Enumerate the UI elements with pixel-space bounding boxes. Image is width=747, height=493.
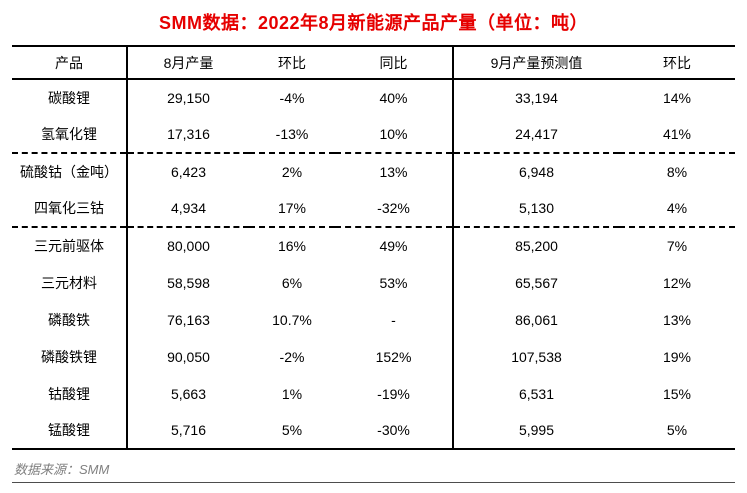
data-source-label: 数据来源：SMM	[14, 462, 110, 477]
table-row: 三元前驱体 80,000 16% 49% 85,200 7%	[12, 227, 735, 264]
table-row: 磷酸铁锂 90,050 -2% 152% 107,538 19%	[12, 338, 735, 375]
value-cell: 7%	[666, 238, 688, 254]
value-cell: -13%	[249, 116, 335, 154]
value-cell: 90,050	[167, 348, 210, 365]
value-cell: 49%	[335, 227, 454, 264]
column-header: 环比	[249, 46, 335, 80]
product-name-cell: 碳酸锂	[12, 79, 128, 116]
value-cell: 17%	[249, 190, 335, 228]
value-cell: 65,567	[515, 274, 558, 291]
column-header: 同比	[335, 46, 454, 80]
value-cell: 19%	[662, 348, 692, 365]
value-cell: 33,194	[515, 90, 558, 106]
value-cell: 2%	[281, 164, 303, 180]
value-cell: 85,200	[515, 238, 558, 254]
value-cell: -4%	[279, 90, 305, 106]
product-name-cell: 磷酸铁	[12, 301, 128, 338]
product-name-cell: 氢氧化锂	[12, 116, 128, 154]
table-row: 锰酸锂 5,716 5% -30% 5,995 5%	[12, 412, 735, 449]
bottom-divider	[12, 482, 735, 483]
value-cell: 16%	[277, 238, 307, 254]
value-cell: 41%	[619, 116, 735, 154]
table-body: 碳酸锂 29,150 -4% 40% 33,194 14% 氢氧化锂 17,316 -13% 10…	[12, 79, 735, 449]
value-cell: -	[335, 301, 454, 338]
value-cell: -19%	[335, 375, 454, 412]
value-cell: 24,417	[453, 116, 619, 154]
product-name-cell: 三元材料	[12, 264, 128, 301]
value-cell: 14%	[662, 90, 692, 106]
value-cell: 10.7%	[272, 311, 312, 328]
value-cell: 6,531	[518, 385, 555, 402]
value-cell: 5,716	[170, 422, 207, 438]
value-cell: 17,316	[127, 116, 249, 154]
value-cell: 6,948	[518, 164, 555, 180]
value-cell: 86,061	[515, 311, 558, 328]
value-cell: 80,000	[167, 238, 210, 254]
value-cell: 53%	[335, 264, 454, 301]
column-header: 环比	[619, 46, 735, 80]
table-header: 产品 8月产量 环比 同比 9月产量预测值 环比	[12, 46, 735, 80]
product-name-cell: 钴酸锂	[12, 375, 128, 412]
value-cell: 13%	[662, 311, 692, 328]
value-cell: 76,163	[167, 311, 210, 328]
value-cell: -2%	[279, 348, 305, 365]
value-cell: 6,423	[170, 164, 207, 180]
value-cell: 152%	[335, 338, 454, 375]
value-cell: 12%	[662, 274, 692, 291]
table-row: 三元材料 58,598 6% 53% 65,567 12%	[12, 264, 735, 301]
value-cell: 15%	[662, 385, 692, 402]
table-row: 硫酸钴（金吨） 6,423 2% 13% 6,948 8%	[12, 153, 735, 190]
value-cell: 5%	[281, 422, 303, 438]
value-cell: 40%	[335, 79, 454, 116]
table-row: 四氧化三钴 4,934 17% -32% 5,130 4%	[12, 190, 735, 228]
value-cell: 29,150	[167, 90, 210, 106]
value-cell: 13%	[335, 153, 454, 190]
product-name-cell: 磷酸铁锂	[12, 338, 128, 375]
table-row: 氢氧化锂 17,316 -13% 10% 24,417 41%	[12, 116, 735, 154]
page-title: SMM数据：2022年8月新能源产品产量（单位：吨）	[158, 13, 589, 33]
value-cell: 8%	[666, 164, 688, 180]
value-cell: 10%	[335, 116, 454, 154]
value-cell: -30%	[335, 412, 454, 449]
value-cell: 5%	[666, 422, 688, 438]
value-cell: 58,598	[167, 274, 210, 291]
product-name-cell: 硫酸钴（金吨）	[12, 153, 128, 190]
value-cell: 4%	[619, 190, 735, 228]
table-row: 磷酸铁 76,163 10.7% - 86,061 13%	[12, 301, 735, 338]
product-name-cell: 四氧化三钴	[12, 190, 128, 228]
value-cell: 5,663	[170, 385, 207, 402]
column-header: 产品	[12, 46, 128, 80]
column-header: 8月产量	[127, 46, 249, 80]
value-cell: 6%	[281, 274, 303, 291]
value-cell: -32%	[335, 190, 454, 228]
column-header: 9月产量预测值	[453, 46, 619, 80]
value-cell: 107,538	[511, 348, 562, 365]
product-name-cell: 锰酸锂	[12, 412, 128, 449]
value-cell: 5,995	[518, 422, 555, 438]
table-row: 碳酸锂 29,150 -4% 40% 33,194 14%	[12, 79, 735, 116]
header-row: 产品 8月产量 环比 同比 9月产量预测值 环比	[12, 46, 735, 80]
production-table: 产品 8月产量 环比 同比 9月产量预测值 环比 碳酸锂 29,150 -4% 40% 33,19…	[12, 45, 735, 450]
table-row: 钴酸锂 5,663 1% -19% 6,531 15%	[12, 375, 735, 412]
value-cell: 4,934	[127, 190, 249, 228]
product-name-cell: 三元前驱体	[12, 227, 128, 264]
value-cell: 5,130	[453, 190, 619, 228]
value-cell: 1%	[281, 385, 303, 402]
